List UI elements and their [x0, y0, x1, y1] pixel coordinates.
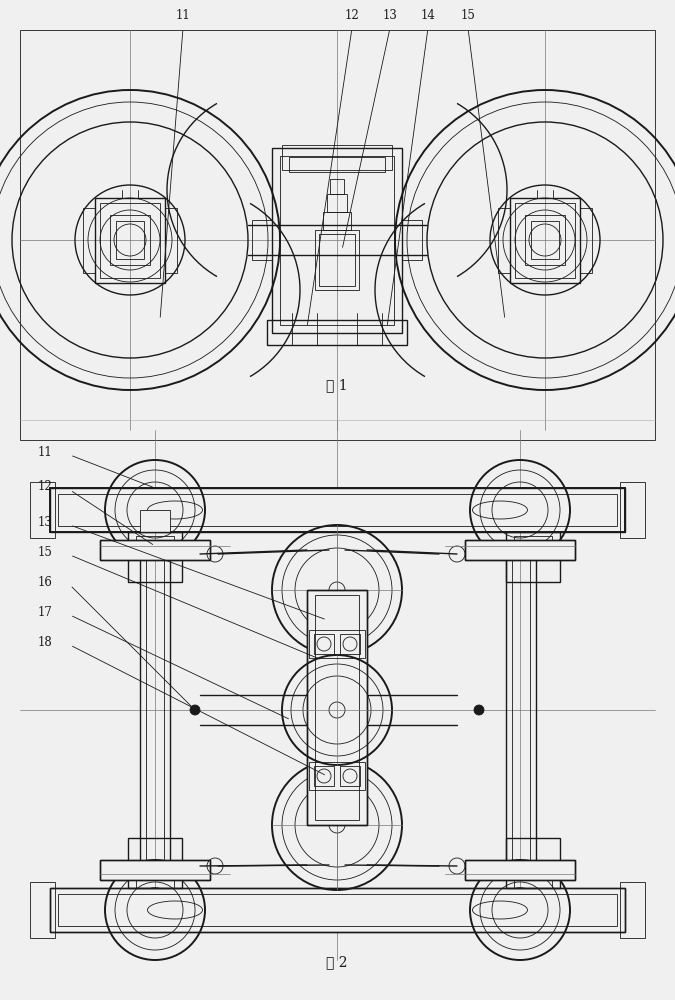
- Bar: [50, 488, 625, 532]
- Bar: [128, 838, 182, 866]
- Bar: [110, 215, 150, 265]
- Text: 12: 12: [345, 9, 359, 22]
- Bar: [128, 866, 182, 888]
- Bar: [514, 536, 552, 554]
- Bar: [514, 870, 552, 888]
- Bar: [128, 554, 182, 582]
- Text: 14: 14: [421, 9, 435, 22]
- Circle shape: [474, 705, 484, 715]
- Bar: [330, 179, 344, 194]
- Bar: [531, 221, 559, 259]
- Bar: [323, 212, 351, 230]
- Bar: [140, 510, 170, 532]
- Bar: [515, 202, 575, 277]
- Bar: [506, 866, 560, 888]
- Bar: [165, 208, 177, 272]
- Text: 16: 16: [38, 576, 53, 588]
- Bar: [309, 630, 365, 658]
- Bar: [289, 157, 385, 172]
- Bar: [319, 234, 355, 286]
- Bar: [580, 208, 592, 272]
- Bar: [327, 194, 347, 212]
- Bar: [525, 215, 565, 265]
- Text: 13: 13: [38, 516, 53, 528]
- Bar: [465, 540, 575, 560]
- Bar: [83, 208, 95, 272]
- Bar: [30, 482, 55, 538]
- Bar: [140, 554, 170, 866]
- Bar: [307, 590, 367, 825]
- Bar: [315, 230, 359, 290]
- Bar: [136, 536, 174, 554]
- Bar: [506, 554, 536, 866]
- Bar: [146, 554, 164, 866]
- Text: 图 1: 图 1: [326, 378, 348, 392]
- Bar: [136, 870, 174, 888]
- Bar: [100, 860, 210, 880]
- Bar: [100, 540, 210, 560]
- Text: 12: 12: [38, 481, 53, 493]
- Text: 图 2: 图 2: [326, 955, 348, 969]
- Bar: [100, 540, 210, 560]
- Bar: [465, 860, 575, 880]
- Bar: [58, 894, 617, 926]
- Circle shape: [190, 705, 200, 715]
- Bar: [314, 634, 334, 654]
- Bar: [20, 30, 655, 440]
- Bar: [498, 208, 510, 272]
- Bar: [272, 147, 402, 332]
- Bar: [340, 766, 360, 786]
- Bar: [512, 554, 530, 866]
- Text: 11: 11: [38, 446, 53, 458]
- Bar: [116, 221, 144, 259]
- Bar: [50, 888, 625, 932]
- Bar: [50, 488, 625, 532]
- Text: 13: 13: [383, 9, 398, 22]
- Bar: [100, 860, 210, 880]
- Bar: [267, 320, 407, 344]
- Bar: [506, 532, 560, 554]
- Bar: [307, 590, 367, 825]
- Bar: [340, 634, 360, 654]
- Bar: [510, 198, 580, 282]
- Bar: [465, 540, 575, 560]
- Bar: [315, 595, 359, 820]
- Bar: [309, 762, 365, 790]
- Text: 18: 18: [38, 636, 53, 648]
- Bar: [128, 532, 182, 554]
- Bar: [402, 220, 422, 260]
- Bar: [30, 882, 55, 938]
- Bar: [252, 220, 272, 260]
- Bar: [506, 554, 560, 582]
- Bar: [58, 494, 617, 526]
- Bar: [620, 882, 645, 938]
- Text: 17: 17: [38, 605, 53, 618]
- Bar: [100, 202, 160, 277]
- Text: 15: 15: [460, 9, 475, 22]
- Bar: [95, 198, 165, 282]
- Bar: [280, 155, 394, 324]
- Bar: [282, 145, 392, 170]
- Bar: [620, 482, 645, 538]
- Text: 15: 15: [38, 546, 53, 558]
- Bar: [314, 766, 334, 786]
- Bar: [50, 888, 625, 932]
- Bar: [506, 838, 560, 866]
- Bar: [465, 860, 575, 880]
- Text: 11: 11: [176, 9, 190, 22]
